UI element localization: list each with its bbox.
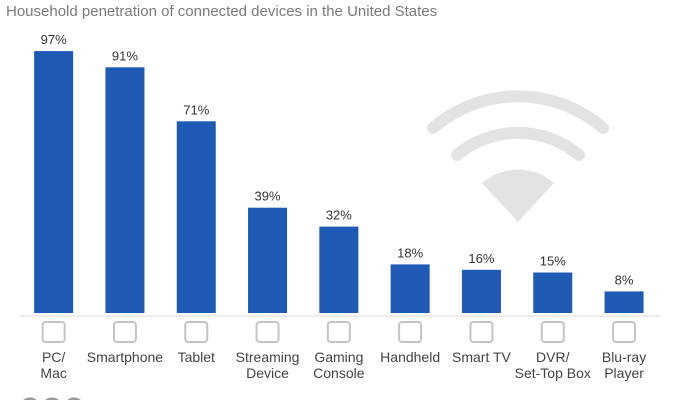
device-icon [326,321,351,343]
x-tick-label: Smart TV [452,349,511,365]
x-tick-label: Handheld [380,349,441,365]
value-label: 97% [41,32,67,47]
device-icon [112,321,137,343]
bar [105,67,145,313]
wifi-illustration [427,90,609,222]
value-label: 39% [255,189,281,204]
device-icon [398,321,423,343]
x-tick-label: Smartphone [86,349,164,365]
value-label: 91% [112,48,138,63]
x-tick-label: PC/ Mac [40,349,67,381]
value-label: 15% [540,254,566,269]
x-tick-label: Blu-ray Player [601,349,647,381]
bar [533,272,573,313]
bar [604,291,644,313]
wifi-wedge [482,169,554,222]
x-tick-label: DVR/ Set-Top Box [514,349,591,381]
wifi-arc [451,126,585,161]
bar [319,226,359,313]
value-label: 8% [615,272,634,287]
value-label: 71% [183,102,209,117]
logo [23,397,81,400]
value-label: 18% [397,245,423,260]
value-label: 16% [468,251,494,266]
chart-title: Household penetration of connected devic… [6,3,438,20]
x-tick-label: Gaming Console [313,349,365,381]
x-tick-label: Streaming Device [235,349,300,381]
x-tick-label: Tablet [177,349,215,365]
value-label: 32% [326,208,352,223]
device-icon [41,321,66,343]
wifi-arc [427,90,609,134]
bar [176,121,216,313]
device-icon [540,321,565,343]
bar [248,207,288,313]
device-icon [469,321,494,343]
bar [34,51,74,313]
bar [390,264,430,313]
device-icon [184,321,209,343]
device-icon [612,321,637,343]
device-icon [255,321,280,343]
bar [461,269,501,313]
